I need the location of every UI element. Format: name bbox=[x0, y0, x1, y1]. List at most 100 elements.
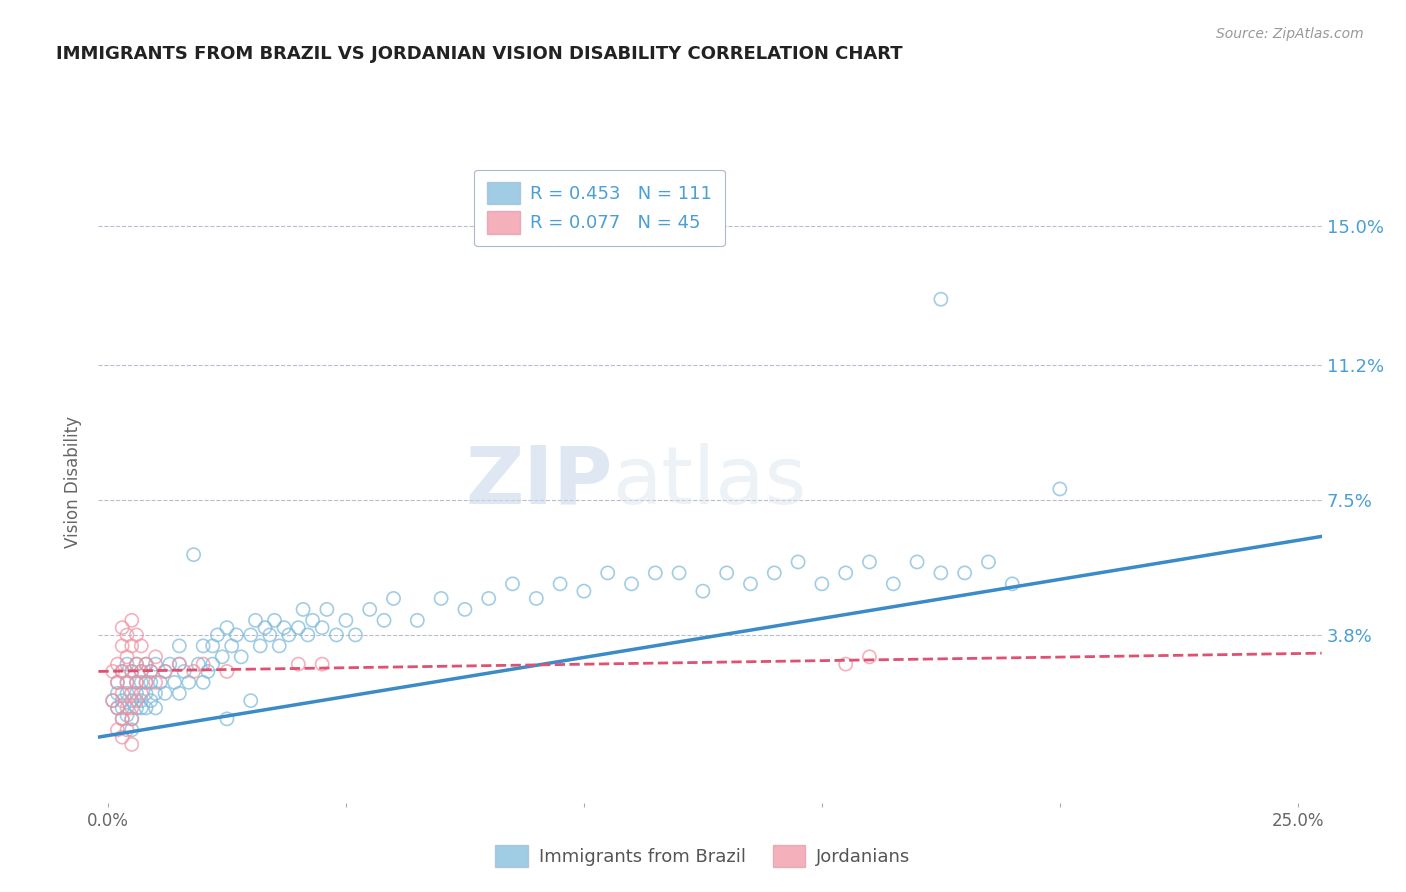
Point bbox=[111, 730, 134, 744]
Point bbox=[292, 602, 315, 616]
Point bbox=[129, 686, 152, 700]
Point bbox=[548, 577, 571, 591]
Point bbox=[115, 657, 138, 672]
Point bbox=[183, 665, 205, 679]
Point bbox=[382, 591, 405, 606]
Point bbox=[201, 639, 224, 653]
Point bbox=[905, 555, 928, 569]
Point bbox=[121, 665, 143, 679]
Point bbox=[135, 657, 157, 672]
Point bbox=[121, 723, 143, 737]
Point bbox=[430, 591, 453, 606]
Point bbox=[121, 639, 143, 653]
Point bbox=[215, 712, 238, 726]
Point bbox=[524, 591, 547, 606]
Point bbox=[596, 566, 619, 580]
Point bbox=[115, 708, 138, 723]
Point bbox=[125, 693, 148, 707]
Point bbox=[834, 657, 856, 672]
Point bbox=[201, 657, 224, 672]
Point bbox=[1049, 482, 1071, 496]
Point bbox=[111, 665, 134, 679]
Point bbox=[107, 675, 129, 690]
Point bbox=[121, 701, 143, 715]
Point bbox=[125, 675, 148, 690]
Point bbox=[301, 613, 323, 627]
Point bbox=[359, 602, 381, 616]
Point bbox=[107, 723, 129, 737]
Point bbox=[253, 621, 276, 635]
Point bbox=[763, 566, 786, 580]
Point bbox=[129, 675, 152, 690]
Point bbox=[111, 701, 134, 715]
Point bbox=[187, 657, 209, 672]
Point bbox=[325, 628, 347, 642]
Point bbox=[169, 657, 191, 672]
Point bbox=[107, 701, 129, 715]
Point bbox=[153, 665, 176, 679]
Point bbox=[929, 292, 952, 306]
Point bbox=[125, 701, 148, 715]
Point bbox=[207, 628, 229, 642]
Point bbox=[125, 628, 148, 642]
Point bbox=[287, 621, 309, 635]
Point bbox=[231, 649, 253, 664]
Point bbox=[644, 566, 666, 580]
Text: ZIP: ZIP bbox=[465, 442, 612, 521]
Point bbox=[572, 584, 595, 599]
Point bbox=[692, 584, 714, 599]
Point bbox=[169, 639, 191, 653]
Point bbox=[115, 686, 138, 700]
Point bbox=[129, 693, 152, 707]
Point bbox=[111, 621, 134, 635]
Point bbox=[115, 675, 138, 690]
Point bbox=[111, 639, 134, 653]
Point bbox=[169, 686, 191, 700]
Point bbox=[197, 665, 219, 679]
Point bbox=[239, 693, 262, 707]
Point bbox=[191, 675, 214, 690]
Point bbox=[145, 701, 167, 715]
Point bbox=[740, 577, 762, 591]
Point bbox=[139, 675, 162, 690]
Point bbox=[101, 665, 124, 679]
Point bbox=[135, 675, 157, 690]
Point bbox=[145, 675, 167, 690]
Point bbox=[929, 566, 952, 580]
Point bbox=[502, 577, 524, 591]
Point bbox=[269, 639, 291, 653]
Point bbox=[125, 657, 148, 672]
Point bbox=[115, 723, 138, 737]
Point bbox=[953, 566, 976, 580]
Legend: Immigrants from Brazil, Jordanians: Immigrants from Brazil, Jordanians bbox=[488, 838, 918, 874]
Point bbox=[225, 628, 247, 642]
Point bbox=[135, 686, 157, 700]
Point bbox=[121, 712, 143, 726]
Point bbox=[858, 555, 880, 569]
Point bbox=[191, 639, 214, 653]
Point bbox=[121, 693, 143, 707]
Point bbox=[135, 675, 157, 690]
Point bbox=[858, 649, 880, 664]
Point bbox=[716, 566, 738, 580]
Point bbox=[315, 602, 337, 616]
Point bbox=[297, 628, 319, 642]
Point bbox=[454, 602, 477, 616]
Point bbox=[125, 675, 148, 690]
Point bbox=[111, 712, 134, 726]
Y-axis label: Vision Disability: Vision Disability bbox=[65, 416, 83, 548]
Point bbox=[115, 628, 138, 642]
Point bbox=[311, 621, 333, 635]
Point bbox=[620, 577, 643, 591]
Point bbox=[121, 738, 143, 752]
Point bbox=[811, 577, 834, 591]
Point bbox=[135, 701, 157, 715]
Point bbox=[121, 613, 143, 627]
Text: Source: ZipAtlas.com: Source: ZipAtlas.com bbox=[1216, 27, 1364, 41]
Point bbox=[373, 613, 395, 627]
Point bbox=[163, 675, 186, 690]
Point bbox=[882, 577, 904, 591]
Point bbox=[173, 665, 195, 679]
Point bbox=[101, 693, 124, 707]
Point bbox=[111, 693, 134, 707]
